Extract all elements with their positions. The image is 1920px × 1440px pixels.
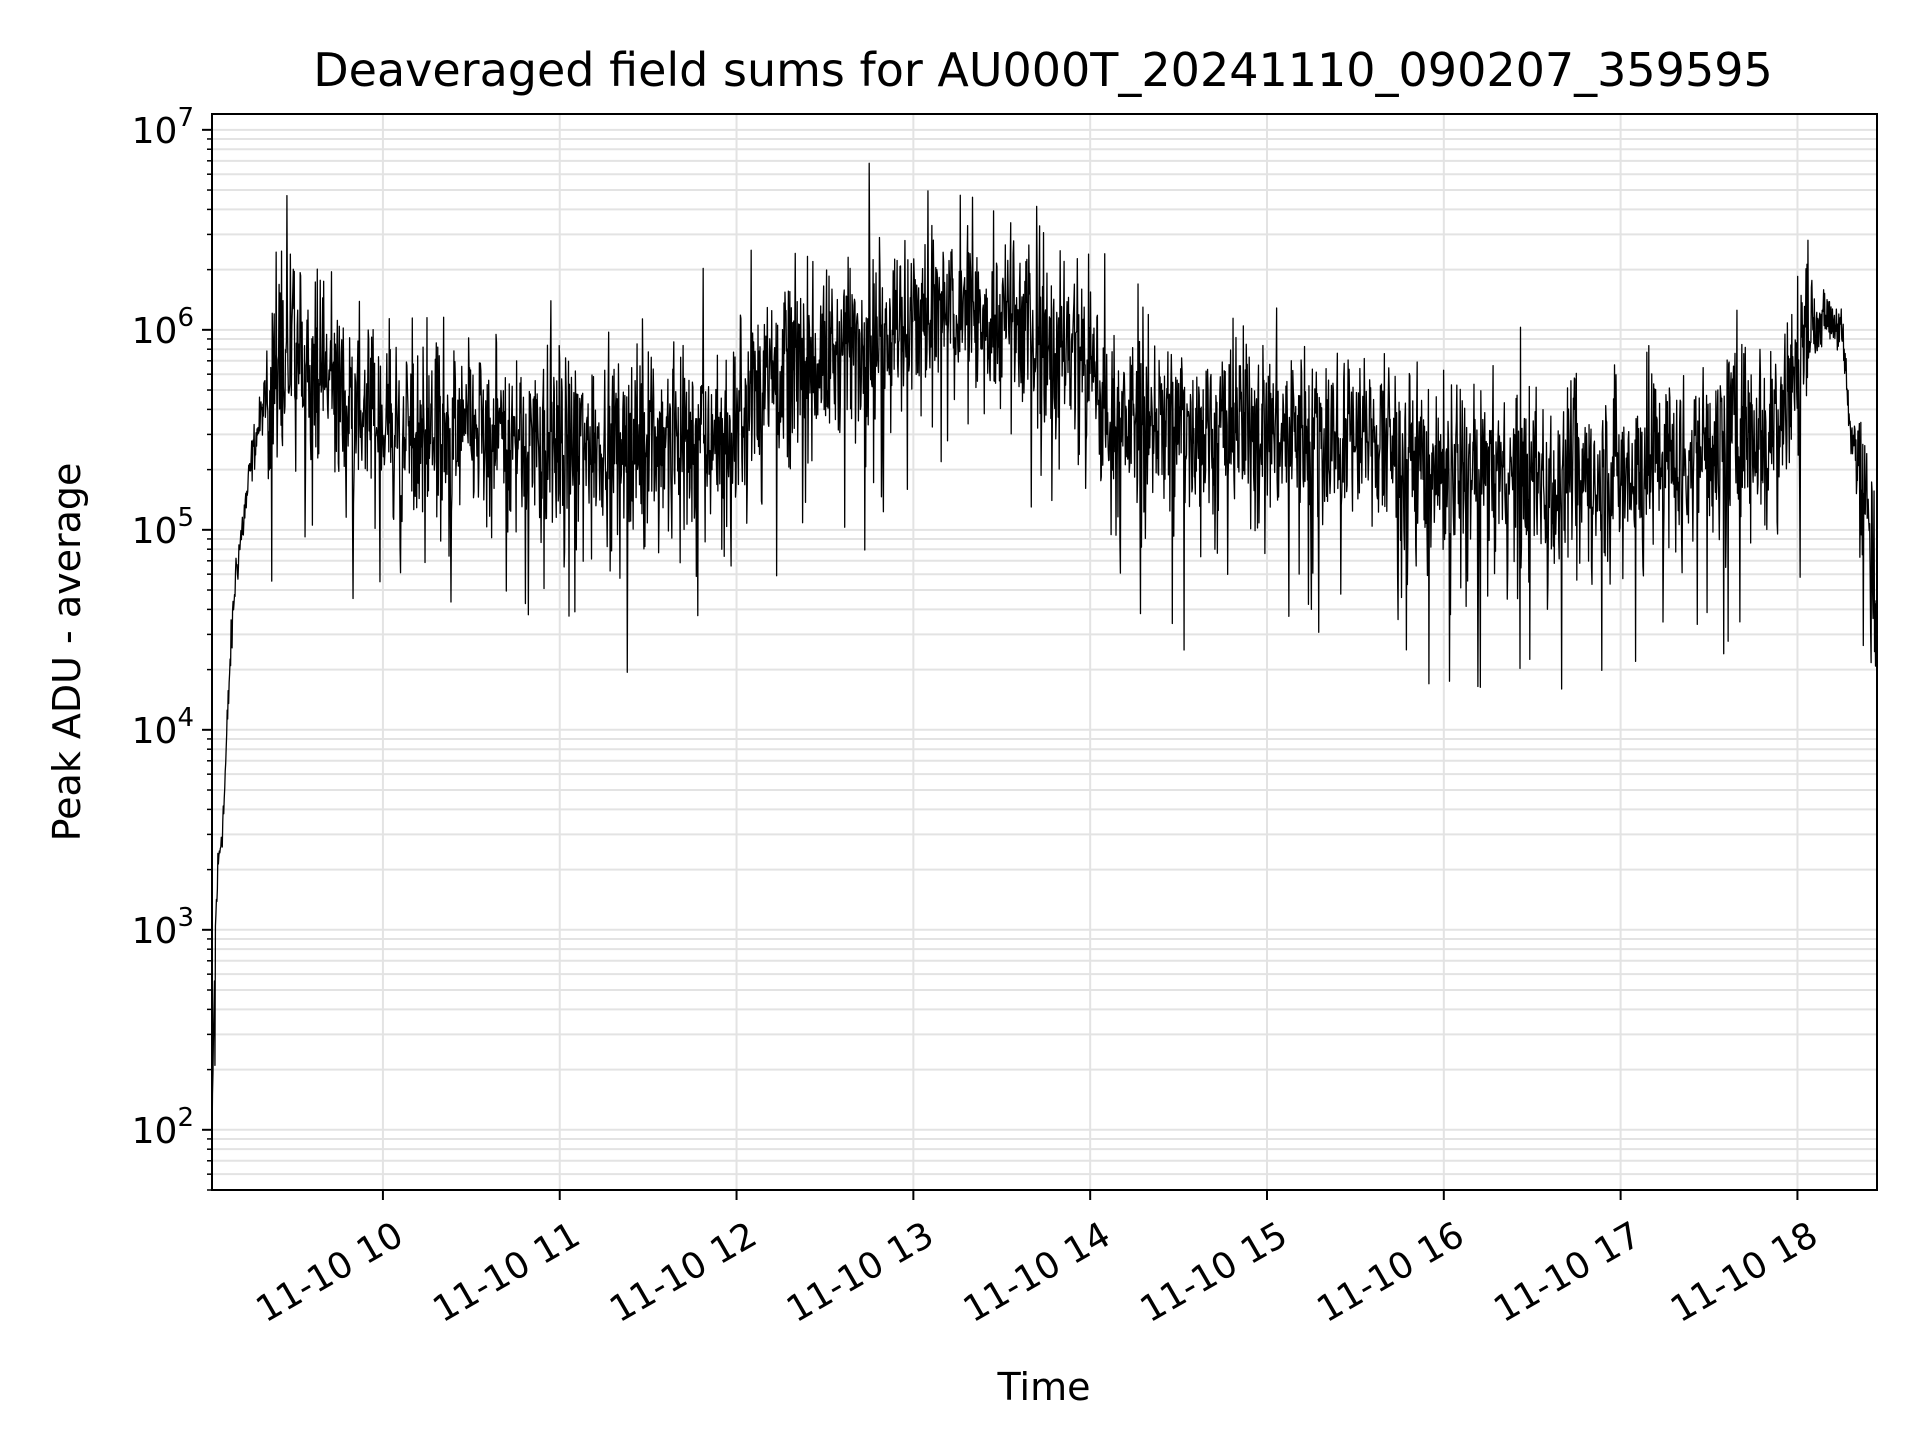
y-tick-base: 10 [132, 911, 178, 952]
chart-title: Deaveraged field sums for AU000T_2024111… [313, 43, 1773, 97]
y-tick-exponent: 7 [177, 103, 194, 133]
y-tick-label: 107 [132, 103, 194, 152]
x-tick-label: 11-10 12 [603, 1214, 764, 1330]
x-tick-label: 11-10 10 [250, 1214, 411, 1330]
y-tick-base: 10 [132, 511, 178, 552]
y-tick-base: 10 [132, 311, 178, 352]
x-axis: 11-10 10 11-10 11 11-10 12 11-10 13 11-10 14… [250, 1190, 1825, 1331]
y-tick-label: 105 [132, 503, 194, 552]
y-tick-exponent: 5 [177, 503, 194, 533]
x-tick-label: 11-10 14 [957, 1214, 1118, 1330]
x-tick-label: 11-10 13 [780, 1214, 941, 1330]
plot-frame [211, 113, 1878, 1191]
y-tick-label: 102 [132, 1103, 194, 1152]
y-tick-base: 10 [132, 711, 178, 752]
y-tick-base: 10 [132, 1111, 178, 1152]
x-tick-label: 11-10 17 [1487, 1214, 1648, 1330]
series-line [211, 162, 1878, 1147]
grid [212, 114, 1877, 1191]
y-axis-label: Peak ADU - average [45, 463, 89, 842]
x-tick-label: 11-10 15 [1134, 1214, 1295, 1330]
data-series [211, 162, 1878, 1147]
y-tick-label: 103 [132, 903, 194, 952]
y-tick-exponent: 2 [177, 1103, 194, 1133]
y-tick-label: 106 [132, 303, 194, 352]
x-tick-label: 11-10 11 [426, 1214, 587, 1330]
y-tick-exponent: 4 [177, 703, 194, 733]
y-tick-label: 104 [132, 703, 194, 752]
y-tick-exponent: 3 [177, 903, 194, 933]
x-tick-label: 11-10 16 [1310, 1214, 1471, 1330]
y-tick-base: 10 [132, 111, 178, 152]
x-axis-label: Time [997, 1365, 1091, 1409]
x-tick-label: 11-10 18 [1664, 1214, 1825, 1330]
y-tick-exponent: 6 [177, 303, 194, 333]
